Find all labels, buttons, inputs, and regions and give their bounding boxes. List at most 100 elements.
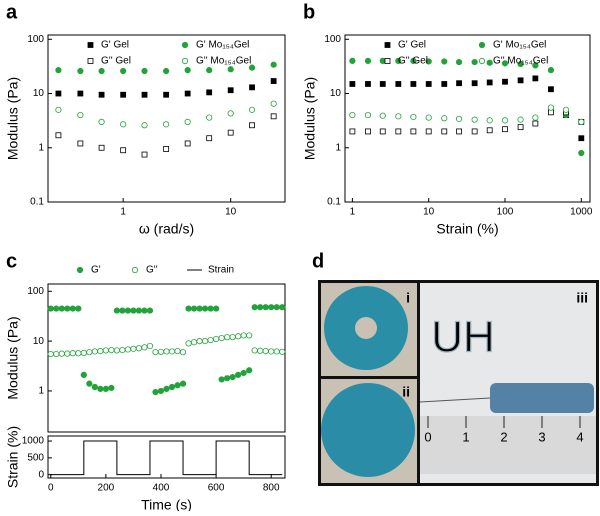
plot-frame (47, 435, 286, 479)
point (86, 349, 93, 356)
point (190, 339, 198, 346)
point (532, 114, 539, 121)
point (410, 57, 417, 64)
point (486, 79, 493, 86)
point (75, 305, 82, 312)
point (532, 75, 539, 82)
point (501, 117, 509, 124)
ruler-label: 0 (424, 429, 431, 444)
point (190, 305, 198, 312)
point (270, 61, 277, 68)
point (168, 348, 176, 355)
point (77, 67, 84, 75)
point (349, 112, 356, 119)
point (120, 91, 127, 98)
point (410, 81, 417, 87)
point (206, 67, 213, 74)
y-tick-label: 1 (38, 386, 44, 397)
point (55, 132, 62, 139)
point (124, 307, 132, 314)
legend-label: G' Mo₁₅₄Gel (196, 40, 249, 51)
point (97, 385, 104, 392)
point (547, 104, 555, 111)
x-tick-label: 100 (497, 207, 514, 218)
y-tick-label: 10 (33, 88, 45, 99)
point (184, 140, 191, 147)
point (185, 305, 192, 312)
point (77, 90, 84, 97)
legend-marker (87, 58, 94, 64)
point (184, 118, 191, 125)
point (207, 336, 214, 344)
point (365, 81, 371, 87)
panel-label: c (6, 250, 17, 272)
ruler-label: 1 (462, 429, 469, 444)
point (379, 112, 386, 119)
point (163, 121, 170, 128)
point (517, 124, 524, 131)
x-tick-label: 200 (98, 483, 115, 494)
point (532, 120, 539, 127)
point (58, 305, 65, 312)
point (364, 112, 372, 119)
y-tick-label: 1 (38, 142, 44, 153)
point (441, 115, 448, 122)
legend-label: Strain (208, 265, 234, 276)
ruler-label: 3 (538, 429, 545, 444)
point (486, 59, 493, 66)
point (257, 304, 264, 311)
point (227, 66, 234, 73)
point (471, 58, 478, 66)
y-tick-label: 0.1 (327, 197, 341, 208)
x-axis-label: ω (rad/s) (139, 221, 194, 237)
x-tick-label: 10 (225, 207, 237, 218)
y-axis-label: Strain (%) (5, 426, 21, 488)
point (53, 350, 60, 358)
y-tick-label: 1 (335, 142, 341, 153)
legend-marker (478, 57, 486, 65)
point (163, 146, 170, 152)
point (248, 106, 256, 113)
point (441, 58, 448, 65)
point (517, 116, 524, 123)
point (113, 347, 120, 354)
point (152, 388, 159, 396)
x-tick-label: 1 (350, 207, 356, 218)
point (227, 129, 234, 136)
y-axis-label: Modulus (Pa) (302, 77, 318, 160)
point (207, 305, 214, 312)
point (562, 106, 570, 113)
y-tick-label: 0.1 (30, 197, 44, 208)
point (55, 106, 62, 113)
point (441, 81, 448, 87)
point (91, 383, 98, 391)
legend-label: G' Gel (398, 40, 426, 51)
point (69, 350, 76, 357)
point (98, 91, 105, 98)
point (184, 67, 191, 74)
point (53, 305, 60, 312)
inset-label: iii (576, 290, 588, 306)
point (224, 375, 231, 382)
legend-label: G'' Mo₁₅₄Gel (493, 56, 548, 67)
point (98, 67, 105, 75)
point (108, 384, 115, 392)
point (168, 383, 176, 391)
point (395, 128, 402, 135)
point (135, 345, 143, 352)
x-tick-label: 0 (48, 483, 54, 494)
point (501, 60, 509, 67)
y-tick-label: 10 (33, 336, 45, 347)
gel-disc (321, 383, 415, 477)
point (502, 78, 508, 85)
point (270, 113, 277, 120)
point (235, 333, 242, 340)
panel-label: b (303, 1, 315, 23)
point (218, 376, 225, 383)
point (141, 122, 148, 129)
point (77, 140, 84, 147)
point (410, 128, 417, 135)
gel-writing: UH (431, 313, 495, 362)
point (185, 340, 192, 347)
